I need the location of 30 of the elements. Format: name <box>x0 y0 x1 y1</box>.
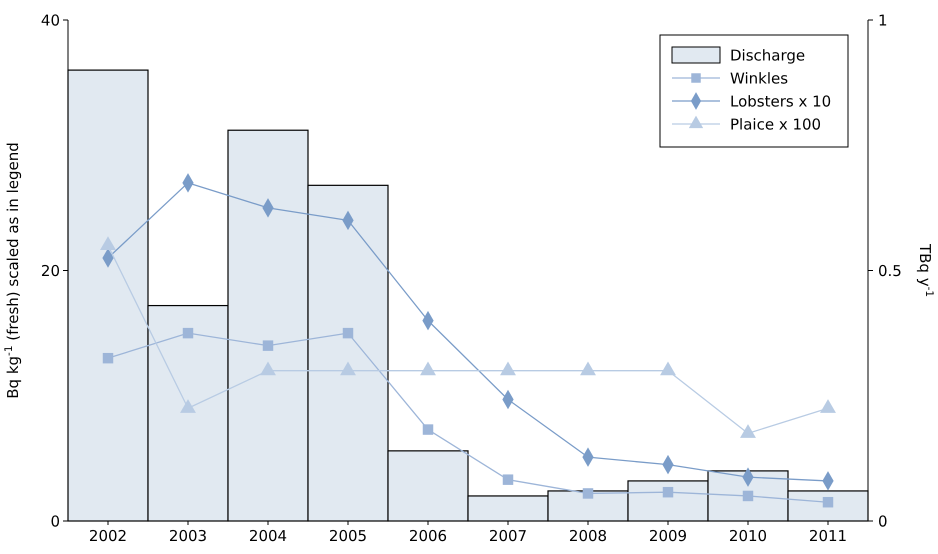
y2-tick-label: 1 <box>878 11 888 30</box>
x-tick-label: 2008 <box>568 527 608 545</box>
point <box>502 474 514 485</box>
x-tick-label: 2006 <box>408 527 448 545</box>
legend-label: Discharge <box>730 46 806 64</box>
x-tick-label: 2003 <box>168 527 208 545</box>
y-tick-label: 20 <box>40 262 60 280</box>
point <box>822 496 834 508</box>
y-tick-label: 0 <box>50 512 60 530</box>
legend-label: Lobsters x 10 <box>730 92 832 110</box>
x-tick-label: 2010 <box>728 527 768 545</box>
x-tick-label: 2007 <box>488 527 528 545</box>
y2-tick-label: 0 <box>878 512 888 530</box>
point <box>422 424 434 435</box>
point <box>182 328 194 338</box>
legend-label: Winkles <box>730 69 788 88</box>
x-tick-label: 2002 <box>88 527 128 545</box>
x-tick-label: 2011 <box>808 527 848 545</box>
point <box>342 328 354 338</box>
y2-tick-label: 0.5 <box>878 262 902 280</box>
x-tick-label: 2004 <box>248 527 288 545</box>
legend-label: Plaice x 100 <box>730 115 822 134</box>
point <box>102 352 114 364</box>
point <box>582 488 594 499</box>
point <box>262 340 274 351</box>
point <box>662 486 674 498</box>
x-tick-label: 2005 <box>328 527 368 545</box>
y-tick-label: 40 <box>40 11 60 30</box>
point <box>742 490 754 502</box>
x-tick-label: 2009 <box>648 527 688 545</box>
